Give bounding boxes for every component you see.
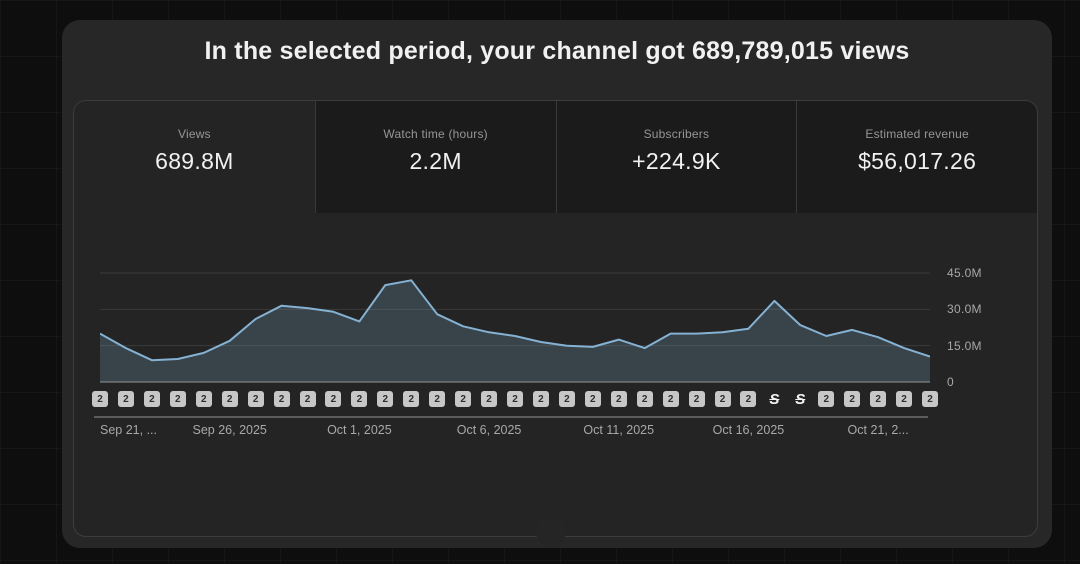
metric-tabs: Views 689.8M Watch time (hours) 2.2M Sub… [74, 101, 1037, 213]
x-axis-label: Oct 1, 2025 [327, 423, 392, 437]
day-video-thumbnail[interactable]: 2 [351, 391, 368, 407]
tab-watch-time[interactable]: Watch time (hours) 2.2M [314, 101, 556, 213]
tab-watch-time-label: Watch time (hours) [383, 127, 488, 141]
tab-subscribers-label: Subscribers [643, 127, 710, 141]
x-axis-label: Oct 6, 2025 [456, 423, 522, 437]
tab-watch-time-value: 2.2M [409, 148, 462, 174]
x-axis-labels: Sep 21, ... Sep 26, 2025 Oct 1, 2025 Oct 6,… [100, 423, 930, 439]
day-video-thumbnail[interactable]: S [795, 390, 806, 408]
x-axis-line [94, 416, 928, 418]
x-axis-label: Oct 16, 2025 [712, 423, 785, 437]
day-video-thumbnail[interactable]: 2 [481, 391, 498, 407]
analytics-panel: Views 689.8M Watch time (hours) 2.2M Sub… [73, 100, 1038, 537]
chart-plot[interactable] [100, 253, 930, 385]
y-axis-tick: 30.0M [947, 302, 982, 317]
day-video-thumbnail[interactable]: 2 [117, 391, 134, 407]
tab-estimated-revenue[interactable]: Estimated revenue $56,017.26 [796, 101, 1037, 213]
day-video-thumbnail[interactable]: 2 [429, 391, 446, 407]
day-video-thumbnail[interactable]: S [769, 390, 780, 408]
day-video-thumbnail[interactable]: 2 [844, 391, 861, 407]
drag-handle-dot[interactable] [536, 517, 566, 547]
day-video-thumbnail[interactable]: 2 [507, 391, 523, 407]
area-fill [100, 280, 930, 382]
y-axis: 45.0M 30.0M 15.0M 0 [947, 253, 1017, 389]
day-video-thumbnail[interactable]: 2 [403, 391, 420, 407]
day-video-thumbnail[interactable]: 2 [584, 391, 601, 407]
day-video-thumbnail[interactable]: 2 [740, 391, 757, 407]
area-chart-svg [100, 272, 930, 383]
x-axis-label: Sep 21, ... [100, 423, 157, 437]
day-video-thumbnail[interactable]: 2 [818, 391, 835, 407]
day-video-thumbnail[interactable]: 2 [377, 391, 394, 407]
tab-views-label: Views [177, 127, 211, 141]
day-video-thumbnail[interactable]: 2 [273, 391, 290, 407]
x-axis-label: Oct 11, 2025 [583, 423, 655, 437]
day-video-thumbnail[interactable]: 2 [325, 391, 342, 407]
tab-views-value: 689.8M [155, 148, 234, 174]
tab-estimated-revenue-value: $56,017.26 [858, 148, 977, 174]
y-axis-tick: 15.0M [947, 338, 982, 353]
day-video-thumbnail[interactable]: 2 [221, 391, 238, 407]
day-video-thumbnail[interactable]: 2 [92, 391, 108, 407]
x-axis-label: Sep 26, 2025 [192, 423, 267, 437]
views-series-line [100, 279, 930, 362]
day-video-thumbnail[interactable]: 2 [532, 391, 549, 407]
tab-subscribers-value: +224.9K [632, 148, 721, 174]
day-video-thumbnail[interactable]: 2 [455, 391, 472, 407]
tab-estimated-revenue-label: Estimated revenue [865, 127, 969, 141]
day-video-thumbnail[interactable]: 2 [714, 391, 731, 407]
day-video-thumbnail[interactable]: 2 [143, 391, 160, 407]
analytics-overview-card: In the selected period, your channel got… [62, 20, 1052, 548]
day-video-thumbnail[interactable]: 2 [870, 391, 887, 407]
x-axis-label: Oct 21, 2... [847, 423, 909, 437]
tab-views[interactable]: Views 689.8M [74, 101, 315, 213]
day-video-thumbnail[interactable]: 2 [688, 391, 705, 407]
day-video-thumbnail[interactable]: 2 [195, 391, 212, 407]
day-video-thumbnail[interactable]: 2 [610, 391, 627, 407]
day-video-thumbnail[interactable]: 2 [169, 391, 186, 407]
day-video-thumbnail[interactable]: 2 [558, 391, 575, 407]
summary-title: In the selected period, your channel got… [204, 37, 910, 65]
day-video-thumbnail[interactable]: 2 [896, 391, 913, 407]
tab-subscribers[interactable]: Subscribers +224.9K [555, 101, 797, 213]
day-video-thumbnail[interactable]: 2 [636, 391, 653, 407]
day-video-thumbnail[interactable]: 2 [662, 391, 679, 407]
day-video-thumbnail[interactable]: 2 [922, 391, 938, 407]
day-video-thumbnail[interactable]: 2 [299, 391, 316, 407]
y-axis-tick: 45.0M [947, 266, 982, 280]
y-axis-tick: 0 [947, 375, 954, 389]
day-video-thumbnail[interactable]: 2 [247, 391, 264, 407]
